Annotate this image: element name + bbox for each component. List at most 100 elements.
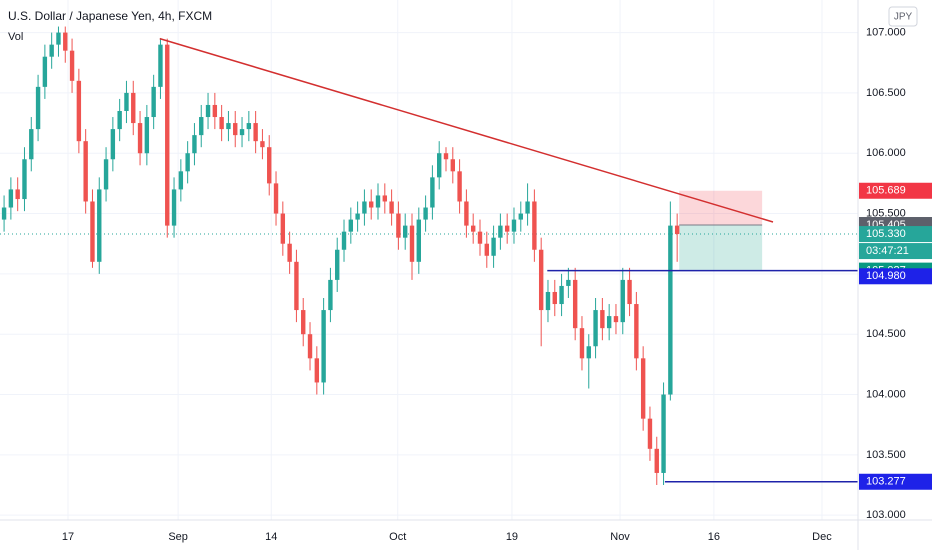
candle-body: [314, 358, 320, 383]
candle-body: [287, 243, 292, 262]
candle-body: [545, 291, 551, 311]
candle-body: [498, 225, 503, 238]
candle-body: [620, 279, 625, 323]
x-tick-label: Nov: [610, 531, 630, 543]
candle-body: [144, 117, 150, 154]
countdown-label: 03:47:21: [866, 245, 909, 257]
candle-body: [457, 171, 462, 202]
trendline: [159, 37, 774, 223]
candle-body: [192, 135, 197, 154]
candle-body: [552, 291, 557, 305]
candle-body: [640, 358, 646, 419]
x-tick-label: Sep: [168, 531, 188, 543]
candle-body: [171, 189, 177, 226]
currency-label[interactable]: JPY: [894, 12, 913, 23]
candle-body: [613, 316, 619, 323]
currency-button[interactable]: [888, 6, 918, 27]
axes: 103.000103.500104.000104.500105.000105.5…: [62, 26, 932, 543]
indicator-label: Vol: [8, 31, 23, 43]
candle-body: [131, 92, 136, 124]
candle-body: [294, 261, 299, 311]
candle-body: [593, 310, 598, 347]
candle-body: [178, 171, 184, 190]
target-zone: [679, 225, 763, 271]
candle-body: [185, 153, 190, 172]
candle-body: [369, 201, 374, 208]
y-tick-label: 105.500: [866, 207, 906, 219]
candle-body: [430, 177, 435, 208]
candle-body: [538, 249, 544, 311]
candle-body: [470, 225, 476, 232]
y-tick-label: 106.500: [866, 87, 906, 99]
candle-body: [321, 310, 326, 383]
price-tag: [859, 268, 932, 285]
candle-body: [233, 123, 238, 136]
candle-body: [606, 316, 612, 329]
candle-body: [42, 56, 48, 87]
candle-body: [389, 201, 394, 214]
candle-body: [307, 334, 313, 359]
candle-body: [600, 310, 605, 329]
candle-body: [97, 189, 102, 262]
candle-body: [301, 310, 306, 335]
candle-body: [253, 123, 258, 142]
candle-body: [396, 213, 401, 238]
candle-body: [35, 86, 41, 130]
price-tag: [859, 226, 932, 243]
x-tick-label: Oct: [389, 531, 406, 543]
x-tick-label: 17: [62, 531, 74, 543]
candle-body: [504, 225, 510, 232]
candle-body: [586, 346, 591, 359]
candle-body: [579, 328, 585, 359]
candle-body: [382, 195, 388, 202]
candle-body: [627, 279, 632, 305]
candle-body: [341, 231, 347, 250]
plot: [0, 26, 858, 486]
candle-body: [165, 44, 170, 226]
candle-body: [29, 129, 34, 160]
candle-body: [335, 249, 340, 280]
candle-body: [409, 225, 415, 262]
candle-body: [110, 129, 116, 160]
candle-body: [63, 32, 68, 51]
candle-body: [49, 44, 54, 57]
candle-body: [634, 304, 639, 359]
y-tick-label: 103.000: [866, 509, 906, 521]
candle-body: [674, 225, 680, 235]
candle-body: [219, 117, 224, 130]
y-tick-label: 104.500: [866, 328, 906, 340]
candle-body: [416, 219, 422, 262]
candle-body: [137, 123, 143, 154]
chart-title: U.S. Dollar / Japanese Yen, 4h, FXCM: [8, 9, 212, 23]
y-tick-label: 104.000: [866, 388, 906, 400]
candle-body: [69, 50, 75, 81]
candle-body: [668, 225, 673, 395]
candle-body: [239, 129, 245, 136]
candle-body: [436, 153, 442, 178]
candle-body: [267, 147, 272, 184]
stop-zone: [679, 190, 763, 226]
candle-body: [348, 219, 354, 232]
candle-body: [273, 183, 279, 214]
candle-body: [491, 237, 496, 256]
candle-body: [117, 110, 122, 130]
x-tick-label: Dec: [812, 531, 832, 543]
candle-body: [572, 279, 578, 329]
candle-body: [654, 448, 659, 473]
candle-body: [280, 213, 286, 244]
candle-body: [511, 219, 517, 232]
price-tag-label: 105.330: [866, 228, 906, 240]
candle-body: [328, 279, 333, 311]
price-tag-label: 105.689: [866, 185, 906, 197]
candle-body: [124, 92, 129, 111]
candle-body: [477, 231, 483, 244]
countdown-tag: [859, 243, 932, 260]
candle-body: [246, 123, 252, 130]
candle-body: [661, 394, 666, 473]
candle-body: [375, 195, 381, 208]
candle-body: [355, 213, 360, 220]
candle-body: [226, 123, 231, 130]
candle-body: [83, 141, 88, 202]
